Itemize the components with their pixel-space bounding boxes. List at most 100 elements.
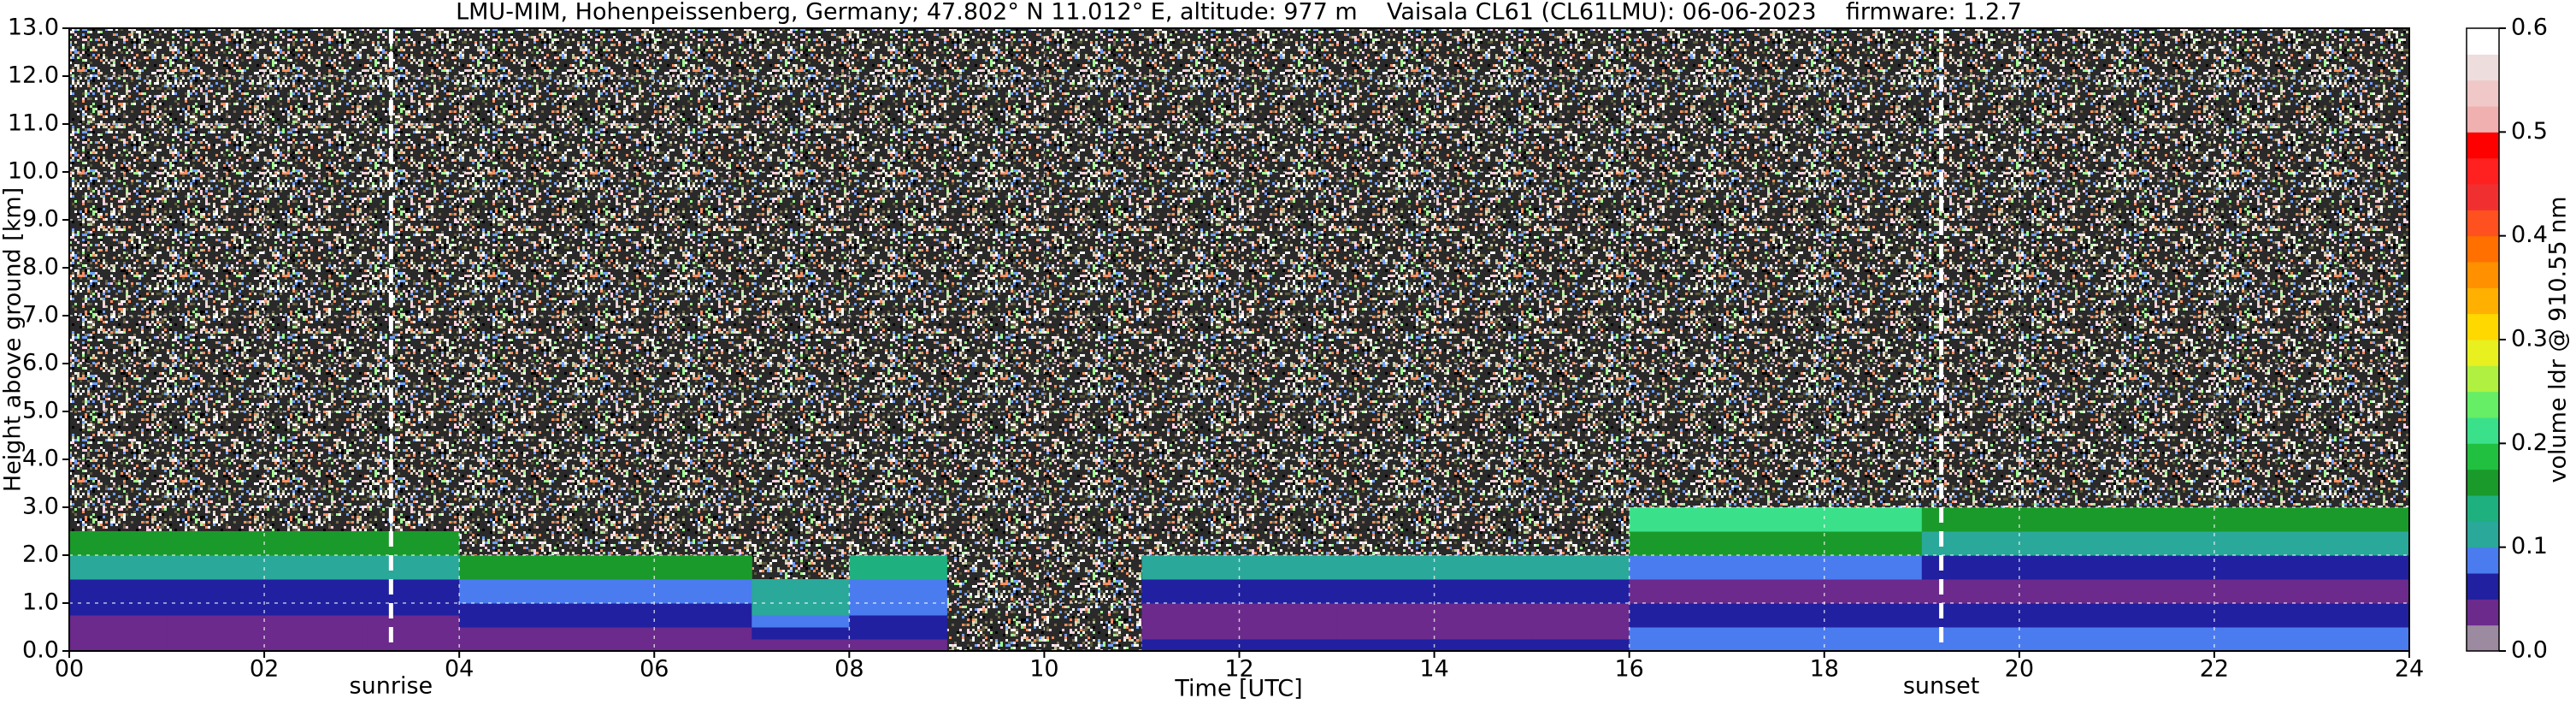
heatmap-cell [1141,603,1240,616]
colorbar-segment [2467,573,2499,600]
y-tick-label: 8.0 [22,254,59,281]
colorbar-segment [2467,521,2499,548]
heatmap-cell [752,603,850,616]
heatmap-cell [1629,615,1728,628]
heatmap-cell [264,531,363,556]
heatmap-cell [1921,627,2020,640]
heatmap-cell [2213,615,2313,628]
heatmap-cell [849,639,947,652]
y-tick-label: 0.0 [22,637,59,664]
heatmap-cell [1434,615,1533,628]
heatmap-cell [2116,603,2215,616]
heatmap-cell [654,615,752,628]
colorbar-segment [2467,157,2499,185]
heatmap-cell [362,615,460,628]
heatmap-cell [264,579,363,604]
colorbar-segment [2467,262,2499,288]
colorbar-segment [2467,469,2499,496]
heatmap-cell [2116,639,2215,652]
heatmap-cell [1141,639,1240,652]
heatmap-cell [459,579,557,604]
heatmap-cell [1434,603,1533,616]
heatmap-cell [264,639,363,652]
y-tick-label: 10.0 [8,158,59,185]
colorbar-segment [2467,106,2499,133]
heatmap-cell [167,531,265,556]
heatmap-cell [1336,639,1435,652]
heatmap-cell [264,555,363,580]
heatmap-cell [1629,627,1728,640]
heatmap-cell [1239,627,1338,640]
heatmap-cell [1336,555,1435,580]
heatmap-cell [2116,555,2215,580]
heatmap-cell [2116,579,2215,604]
heatmap-cell [1726,555,1825,580]
heatmap-cell [2019,579,2118,604]
chart-title: LMU-MIM, Hohenpeissenberg, Germany; 47.8… [456,0,2022,26]
heatmap-cell [264,615,363,628]
heatmap-cell [557,555,655,580]
heatmap-cell [1824,531,1923,556]
heatmap-cell [264,603,363,616]
x-tick-label: 08 [834,656,864,683]
heatmap-cell [69,579,168,604]
heatmap-cell [2019,507,2118,532]
heatmap-cell [69,555,168,580]
heatmap-cell [1239,639,1338,652]
heatmap-cell [2116,531,2215,556]
heatmap-cell [1824,555,1923,580]
x-tick-label: 16 [1614,656,1643,683]
x-tick-label: 04 [445,656,474,683]
heatmap-cell [1726,615,1825,628]
x-tick-label: 00 [55,656,84,683]
heatmap-cell [1629,555,1728,580]
colorbar-segment [2467,28,2499,55]
colorbar-segment [2467,287,2499,315]
sun-label: sunset [1903,673,1980,700]
x-tick-label: 02 [250,656,279,683]
heatmap-cell [1336,627,1435,640]
heatmap-cell [1921,603,2020,616]
colorbar-segment [2467,547,2499,574]
heatmap-cell [654,639,752,652]
heatmap-cell [752,615,850,628]
colorbar-tick-label: 0.5 [2511,118,2548,145]
heatmap-cell [557,615,655,628]
colorbar-tick-label: 0.2 [2511,429,2548,456]
heatmap-cell [362,603,460,616]
colorbar-tick-label: 0.4 [2511,222,2548,248]
colorbar-segment [2467,624,2499,652]
heatmap-cell [69,639,168,652]
heatmap-cell [849,603,947,616]
heatmap-cell [557,603,655,616]
x-tick-label: 06 [640,656,669,683]
heatmap-cell [654,579,752,604]
heatmap-cell [1921,531,2020,556]
heatmap-cell [1531,639,1630,652]
colorbar-tick-label: 0.3 [2511,326,2548,352]
heatmap-cell [2311,627,2410,640]
heatmap-cell [752,627,850,640]
heatmap-cell [69,615,168,628]
sun-label: sunrise [350,673,433,700]
heatmap-cell [1629,603,1728,616]
heatmap-cell [362,531,460,556]
heatmap-cell [69,603,168,616]
heatmap-cell [849,627,947,640]
heatmap-cell [1726,531,1825,556]
heatmap-cell [1824,507,1923,532]
heatmap-cell [1141,579,1240,604]
heatmap-cell [1629,531,1728,556]
y-tick-label: 7.0 [22,302,59,328]
heatmap-cell [1141,555,1240,580]
heatmap-cell [1434,555,1533,580]
heatmap-cell [2311,531,2410,556]
y-tick-label: 3.0 [22,494,59,520]
heatmap-cell [1531,615,1630,628]
heatmap-cell [752,579,850,604]
colorbar-segment [2467,443,2499,470]
heatmap-cell [752,639,850,652]
colorbar-segment [2467,495,2499,522]
heatmap-cell [2311,507,2410,532]
